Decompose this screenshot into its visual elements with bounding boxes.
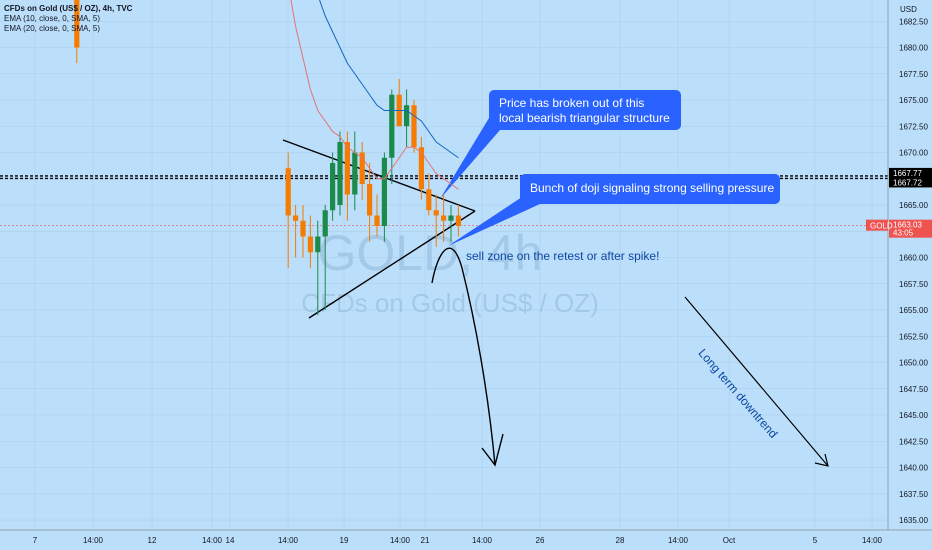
candle-body xyxy=(74,0,80,48)
candle-body xyxy=(374,215,380,226)
symbol-tag-bg xyxy=(866,219,888,231)
current-price-tag-bg xyxy=(889,219,932,238)
countdown-tag: 43:05 xyxy=(893,229,914,238)
level-2-price-tag-bg xyxy=(889,177,932,188)
time-tick-label: 5 xyxy=(813,536,818,545)
triangle-upper-line xyxy=(282,139,476,212)
forecast-arrow-head xyxy=(481,433,504,467)
candle-body xyxy=(367,184,373,216)
time-tick-label: 14:00 xyxy=(202,536,223,545)
sell-zone-note: sell zone on the retest or after spike! xyxy=(466,249,660,263)
time-tick-label: 14:00 xyxy=(390,536,411,545)
candle-body xyxy=(344,142,350,195)
candle-body xyxy=(322,210,328,237)
doji-callout-pointer xyxy=(448,195,540,246)
price-tick-label: 1645.00 xyxy=(899,411,928,420)
ema-10-line xyxy=(290,0,459,190)
price-axis-unit: USD xyxy=(900,5,917,14)
candle-body xyxy=(389,94,395,158)
time-tick-label: 14:00 xyxy=(83,536,104,545)
time-tick-label: 14:00 xyxy=(862,536,883,545)
price-tick-label: 1660.00 xyxy=(899,254,928,263)
forecast-arrows xyxy=(431,247,829,467)
watermark-subtitle: CFDs on Gold (US$ / OZ) xyxy=(301,288,599,318)
candle-body xyxy=(418,147,424,190)
price-tick-label: 1677.50 xyxy=(899,70,928,79)
price-tick-label: 1657.50 xyxy=(899,280,928,289)
candle-body xyxy=(337,142,343,205)
time-tick-label: 14 xyxy=(226,536,235,545)
price-tick-label: 1675.00 xyxy=(899,96,928,105)
price-tick-label: 1665.00 xyxy=(899,201,928,210)
price-tick-label: 1650.00 xyxy=(899,359,928,368)
time-tick-label: 14:00 xyxy=(472,536,493,545)
time-tick-label: 14:00 xyxy=(278,536,299,545)
ema-10-legend[interactable]: EMA (10, close, 0, SMA, 5) xyxy=(4,14,101,23)
ema-20-line xyxy=(319,0,459,159)
candle-body xyxy=(455,215,461,226)
candle-body xyxy=(293,215,299,221)
symbol-tag: GOLD xyxy=(870,222,893,231)
price-tick-label: 1655.00 xyxy=(899,306,928,315)
candle-body xyxy=(426,189,432,211)
price-tick-label: 1640.00 xyxy=(899,464,928,473)
price-tick-label: 1642.50 xyxy=(899,437,928,446)
current-price-tag: 1663.03 xyxy=(893,221,922,230)
candle-body xyxy=(411,105,417,148)
candle-body xyxy=(300,220,306,237)
candle-body xyxy=(352,152,358,195)
candle-body xyxy=(359,152,365,184)
breakout-callout-pointer xyxy=(440,118,500,199)
price-axis[interactable]: USD 1635.00 1637.50 1640.00 1642.50 1645.00 16… xyxy=(887,0,928,530)
time-tick-label: 28 xyxy=(616,536,625,545)
triangle-lower-line xyxy=(308,210,476,319)
doji-callout: Bunch of doji signaling strong selling p… xyxy=(520,174,780,204)
time-axis[interactable]: 7 14:00 12 14:00 14 14:00 19 14:00 21 14:00 26 28 14… xyxy=(0,529,932,545)
time-tick-label: 14:00 xyxy=(668,536,689,545)
candle-body xyxy=(404,105,410,127)
price-tick-label: 1672.50 xyxy=(899,122,928,131)
price-tick-label: 1647.50 xyxy=(899,385,928,394)
time-tick-label: 21 xyxy=(421,536,430,545)
time-tick-label: 7 xyxy=(33,536,38,545)
price-tick-label: 1635.00 xyxy=(899,516,928,525)
breakout-callout: Price has broken out of this local beari… xyxy=(489,90,681,130)
candle-body xyxy=(441,215,447,221)
candle-body xyxy=(381,157,387,226)
price-tick-label: 1680.00 xyxy=(899,44,928,53)
time-tick-label: 12 xyxy=(148,536,157,545)
candle-body xyxy=(307,236,313,253)
watermark: GOLD, 4h xyxy=(317,225,542,281)
level-2-price-tag: 1667.72 xyxy=(893,178,922,187)
candle-body xyxy=(315,236,321,253)
time-tick-label: Oct xyxy=(723,536,736,545)
candle-body xyxy=(433,210,439,216)
candle-body xyxy=(285,168,291,216)
downtrend-arrow xyxy=(684,296,829,467)
level-1-price-tag-bg xyxy=(889,167,932,178)
price-tick-label: 1682.50 xyxy=(899,17,928,26)
symbol-title[interactable]: CFDs on Gold (US$ / OZ), 4h, TVC xyxy=(4,4,133,13)
ema-lines xyxy=(290,0,459,190)
price-tick-label: 1670.00 xyxy=(899,149,928,158)
candle-body xyxy=(448,215,454,221)
time-tick-label: 26 xyxy=(536,536,545,545)
ema-20-legend[interactable]: EMA (20, close, 0, SMA, 5) xyxy=(4,24,101,33)
candle-body xyxy=(330,163,336,211)
time-tick-label: 19 xyxy=(340,536,349,545)
forecast-arrow-path xyxy=(431,247,496,466)
level-1-price-tag: 1667.77 xyxy=(893,169,922,178)
price-tick-label: 1637.50 xyxy=(899,490,928,499)
price-tick-label: 1652.50 xyxy=(899,332,928,341)
downtrend-arrow-head xyxy=(814,453,829,467)
chart-legend: CFDs on Gold (US$ / OZ), 4h, TVC EMA (10… xyxy=(4,4,132,34)
candles xyxy=(74,0,461,316)
